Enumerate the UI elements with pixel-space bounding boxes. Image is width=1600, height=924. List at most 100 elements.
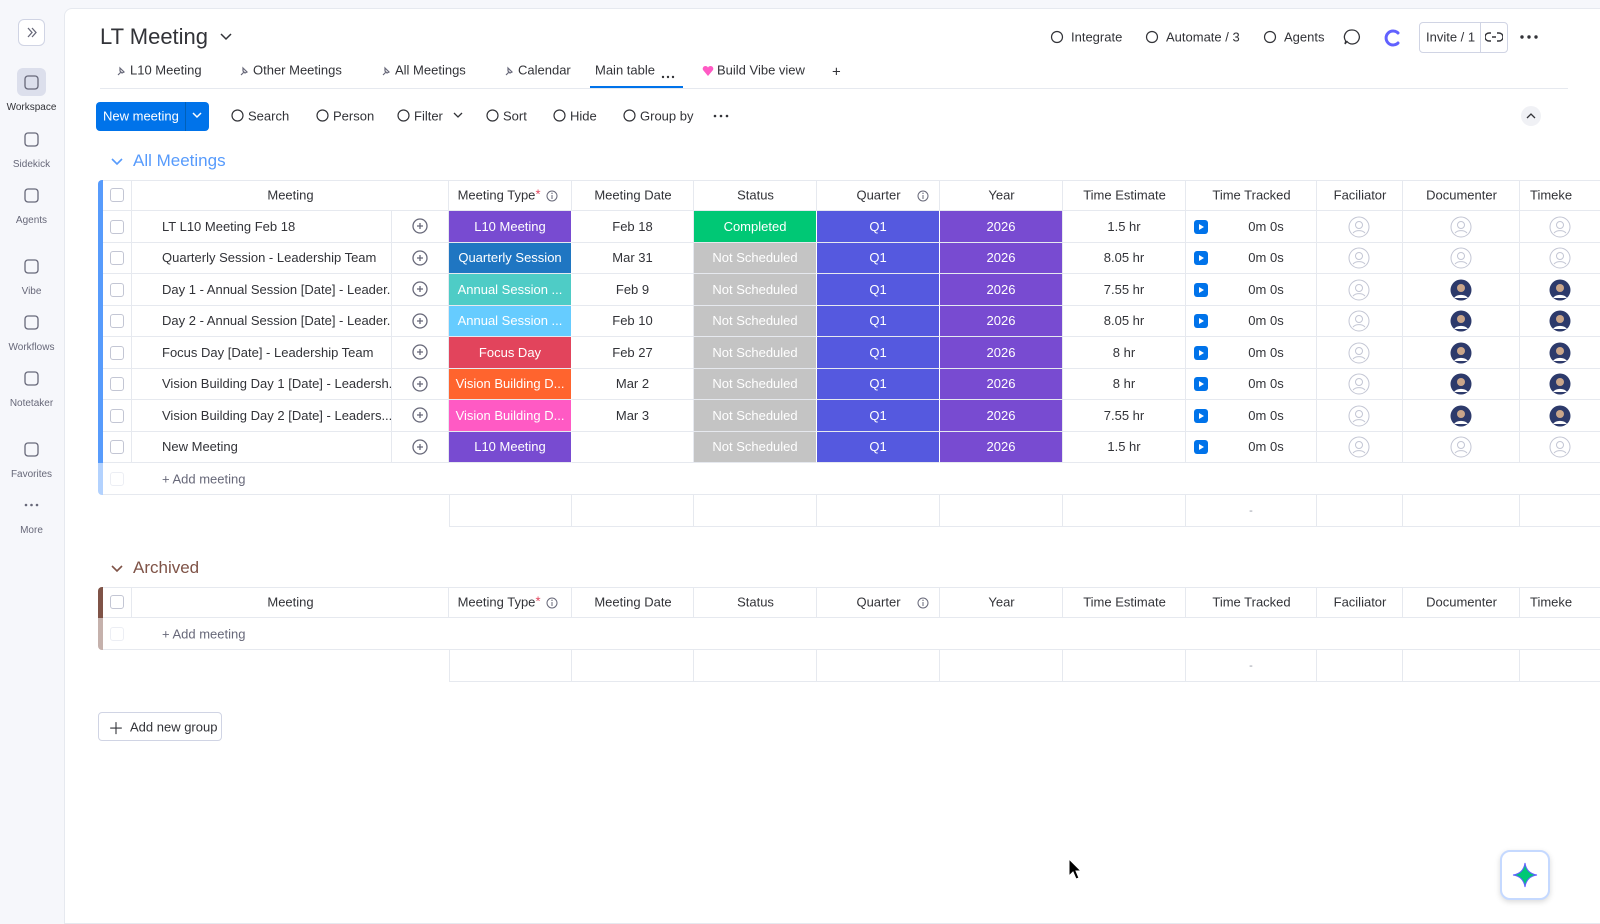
group-title[interactable]: All Meetings	[133, 151, 226, 170]
column-header[interactable]: Meeting	[267, 187, 314, 203]
play-icon[interactable]	[1194, 440, 1208, 455]
add-item[interactable]: + Add meeting	[162, 471, 246, 487]
updates-cell[interactable]	[392, 368, 449, 400]
header-cell	[132, 587, 449, 618]
meeting-type: Vision Building D...	[449, 400, 572, 432]
column-header[interactable]: Year	[988, 187, 1015, 203]
group-chevron[interactable]	[110, 562, 124, 574]
new-chevron[interactable]	[191, 111, 203, 121]
column-header[interactable]: Quarter	[856, 594, 901, 610]
invite-button[interactable]: Invite / 1	[1426, 29, 1476, 45]
column-header[interactable]: Meeting Type	[457, 594, 536, 610]
header-action[interactable]: Integrate	[1071, 29, 1123, 45]
toolbar-button[interactable]: Hide	[570, 108, 597, 124]
column-header[interactable]: Timeke	[1530, 187, 1573, 203]
play-icon[interactable]	[1194, 219, 1208, 234]
updates-cell[interactable]	[392, 337, 449, 369]
new-button[interactable]	[96, 102, 209, 131]
side-label[interactable]: Agents	[15, 215, 48, 226]
column-header[interactable]: Status	[737, 594, 774, 610]
group-title[interactable]: Archived	[133, 558, 200, 577]
column-header[interactable]: Meeting Date	[594, 187, 672, 203]
side-label[interactable]: Workspace	[6, 102, 57, 113]
side-label[interactable]: Workflows	[8, 342, 55, 353]
toolbar-button[interactable]: Search	[248, 108, 290, 124]
add-item[interactable]: + Add meeting	[162, 626, 246, 642]
link-icon[interactable]	[1485, 29, 1503, 45]
side-label[interactable]: Sidekick	[12, 159, 51, 170]
toolbar-button[interactable]: Filter	[414, 108, 443, 124]
tab[interactable]: L10 Meeting	[130, 62, 202, 78]
checkbox[interactable]	[110, 595, 124, 609]
checkbox[interactable]	[110, 219, 124, 234]
summary-cell: -	[1186, 650, 1317, 682]
column-header[interactable]: Meeting Date	[594, 594, 672, 610]
column-header[interactable]: Time Estimate	[1083, 187, 1166, 203]
chat-icon[interactable]	[1343, 28, 1361, 46]
column-header[interactable]: Year	[988, 594, 1015, 610]
updates-cell[interactable]	[392, 305, 449, 337]
filter-chevron[interactable]	[452, 111, 464, 121]
expand-button[interactable]	[18, 19, 45, 46]
play-icon[interactable]	[1194, 314, 1208, 329]
checkbox[interactable]	[110, 408, 124, 423]
column-header[interactable]: Quarter	[856, 187, 901, 203]
column-header[interactable]: Documenter	[1426, 187, 1497, 203]
column-header[interactable]: Time Estimate	[1083, 594, 1166, 610]
add-group-box[interactable]	[98, 712, 222, 741]
add-group-button[interactable]: Add new group	[130, 719, 218, 735]
add-tab[interactable]: +	[832, 63, 841, 81]
updates-cell[interactable]	[392, 274, 449, 306]
column-header[interactable]: Faciliator	[1333, 594, 1387, 610]
toolbar-button[interactable]: Sort	[503, 108, 527, 124]
toolbar-button[interactable]: Group by	[640, 108, 694, 124]
cell	[103, 400, 132, 432]
play-icon[interactable]	[1194, 377, 1208, 392]
play-icon[interactable]	[1194, 251, 1208, 266]
tab[interactable]: Build Vibe view	[717, 62, 805, 78]
checkbox[interactable]	[110, 345, 124, 360]
toolbar-more[interactable]	[712, 113, 730, 119]
more-icon[interactable]	[1519, 34, 1539, 40]
checkbox[interactable]	[110, 440, 124, 455]
column-header[interactable]: Meeting	[267, 594, 314, 610]
checkbox[interactable]	[110, 251, 124, 266]
updates-cell[interactable]	[392, 400, 449, 432]
checkbox[interactable]	[110, 314, 124, 329]
tab-more[interactable]	[661, 67, 675, 79]
side-label[interactable]: Notetaker	[9, 398, 54, 409]
checkbox[interactable]	[110, 377, 124, 392]
tab[interactable]: Other Meetings	[253, 62, 342, 78]
side-label[interactable]: Vibe	[21, 286, 42, 297]
column-header[interactable]: Meeting Type	[457, 187, 536, 203]
column-header[interactable]: Time Tracked	[1212, 594, 1291, 610]
column-header[interactable]: Documenter	[1426, 594, 1497, 610]
tab[interactable]: All Meetings	[395, 62, 466, 78]
collapse-button[interactable]	[1521, 106, 1541, 126]
checkbox[interactable]	[110, 188, 124, 202]
group-chevron[interactable]	[110, 155, 124, 167]
time-estimate: 8 hr	[1063, 368, 1186, 400]
tab[interactable]: Main table	[595, 62, 655, 78]
header-action[interactable]: Automate / 3	[1166, 29, 1240, 45]
invite-box[interactable]	[1419, 22, 1508, 53]
toolbar-button[interactable]: Person	[333, 108, 375, 124]
column-header[interactable]: Time Tracked	[1212, 187, 1291, 203]
updates-cell[interactable]	[392, 431, 449, 463]
side-label[interactable]: Favorites	[10, 469, 53, 480]
title-chevron[interactable]	[219, 31, 233, 43]
ai-button[interactable]	[1500, 850, 1550, 900]
new-meeting-button[interactable]: New meeting	[103, 108, 179, 124]
column-header[interactable]: Status	[737, 187, 774, 203]
updates-cell[interactable]	[392, 211, 449, 243]
play-icon[interactable]	[1194, 345, 1208, 360]
tab[interactable]: Calendar	[518, 62, 571, 78]
play-icon[interactable]	[1194, 408, 1208, 423]
column-header[interactable]: Faciliator	[1333, 187, 1387, 203]
column-header[interactable]: Timeke	[1530, 594, 1573, 610]
side-label[interactable]: More	[20, 525, 43, 536]
play-icon[interactable]	[1194, 282, 1208, 297]
header-action[interactable]: Agents	[1284, 29, 1325, 45]
updates-cell[interactable]	[392, 242, 449, 274]
checkbox[interactable]	[110, 282, 124, 297]
